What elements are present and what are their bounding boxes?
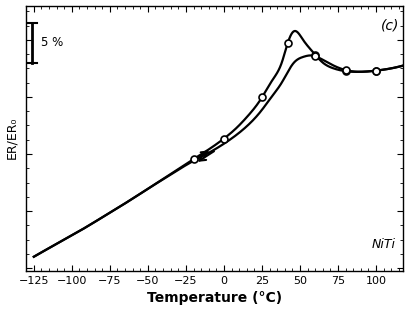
Text: (c): (c) xyxy=(380,18,399,32)
Text: NiTi: NiTi xyxy=(372,238,396,251)
X-axis label: Temperature (°C): Temperature (°C) xyxy=(147,291,282,305)
Y-axis label: ER/ER₀: ER/ER₀ xyxy=(6,117,18,160)
Text: 5 %: 5 % xyxy=(41,36,64,49)
